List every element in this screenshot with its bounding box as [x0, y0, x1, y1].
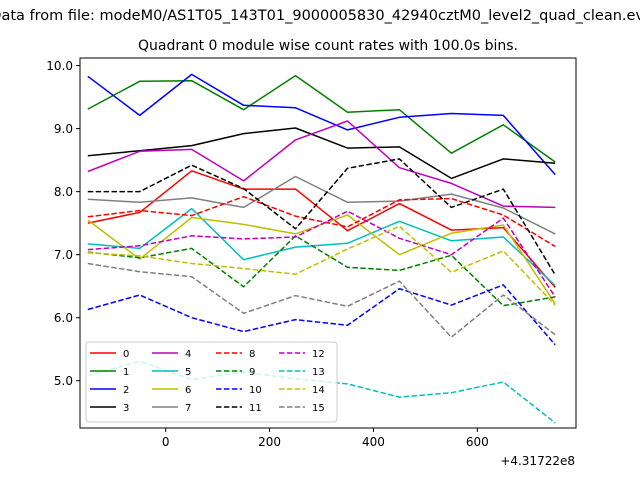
series-line-1 [87, 74, 556, 163]
legend-label-6: 6 [185, 385, 191, 396]
series-line-5 [87, 207, 556, 287]
legend-label-15: 15 [312, 403, 325, 414]
legend-label-9: 9 [249, 367, 255, 378]
y-tick-label: 10.0 [46, 59, 73, 73]
y-tick-label: 8.0 [54, 185, 73, 199]
legend-label-2: 2 [123, 385, 129, 396]
series-line-4 [87, 120, 556, 209]
series-line-10 [87, 284, 556, 346]
series-line-7 [87, 175, 556, 235]
x-tick-label: 400 [362, 435, 385, 449]
series-line-8 [87, 195, 556, 248]
x-tick-label: 0 [162, 435, 170, 449]
x-axis: 0 200 400 600 [162, 428, 489, 449]
legend-box [85, 341, 338, 423]
legend-label-3: 3 [123, 403, 129, 414]
y-axis: 5.0 6.0 7.0 8.0 9.0 10.0 [46, 59, 80, 388]
y-tick-label: 7.0 [54, 248, 73, 262]
legend-label-1: 1 [123, 367, 129, 378]
series-line-11 [87, 158, 556, 276]
x-tick-label: 200 [258, 435, 281, 449]
y-tick-label: 5.0 [54, 374, 73, 388]
y-tick-label: 9.0 [54, 122, 73, 136]
series-line-15 [87, 262, 556, 338]
series-line-3 [87, 127, 556, 180]
legend-label-13: 13 [312, 367, 325, 378]
plot-frame [79, 57, 577, 429]
series-line-2 [87, 73, 556, 176]
legend-label-10: 10 [249, 385, 262, 396]
x-offset-label: +4.31722e8 [500, 454, 575, 468]
series-line-9 [87, 235, 556, 307]
figure-suptitle: Data from file: modeM0/AS1T05_143T01_900… [0, 8, 640, 24]
series-line-14 [87, 225, 556, 306]
legend-label-0: 0 [123, 349, 129, 360]
y-tick-label: 6.0 [54, 311, 73, 325]
x-tick-label: 600 [466, 435, 489, 449]
legend-label-12: 12 [312, 349, 325, 360]
series-line-12 [87, 210, 556, 298]
legend-label-14: 14 [312, 385, 325, 396]
legend-label-5: 5 [185, 367, 191, 378]
legend-label-4: 4 [185, 349, 191, 360]
chart-title: Quadrant 0 module wise count rates with … [138, 38, 518, 54]
legend-label-11: 11 [249, 403, 262, 414]
legend-label-7: 7 [185, 403, 191, 414]
legend-label-8: 8 [249, 349, 255, 360]
